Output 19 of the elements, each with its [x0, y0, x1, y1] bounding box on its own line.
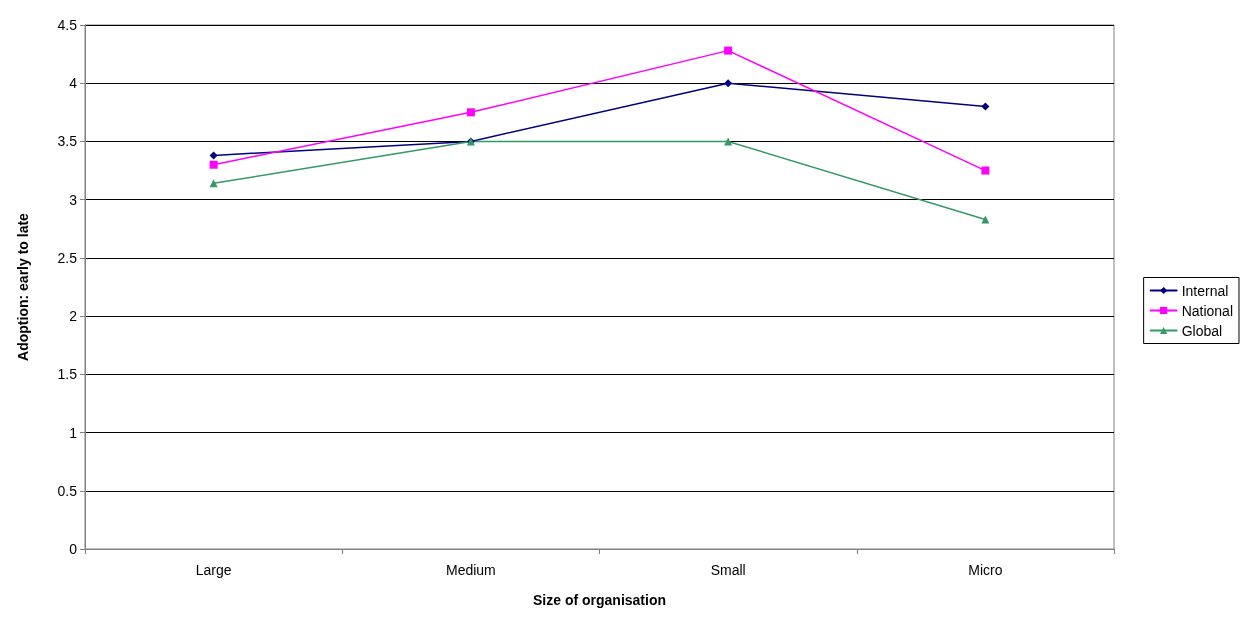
y-tick-label: 4.5 [57, 17, 78, 33]
y-tick-label: 0.5 [57, 482, 78, 499]
y-axis-title: Adoption: early to late [15, 212, 31, 361]
y-tick-label: 1 [69, 424, 78, 441]
x-tick-label: Small [710, 562, 746, 578]
y-tick-label: 4 [69, 75, 78, 92]
y-tick-label: 3 [69, 191, 78, 208]
x-tick-label: Large [195, 562, 232, 578]
x-axis-title: Size of organisation [532, 592, 667, 608]
y-tick-label: 2.5 [57, 249, 78, 266]
y-tick-label: 0 [69, 541, 78, 557]
y-tick-label: 1.5 [57, 366, 78, 383]
legend-label: Internal [1181, 282, 1229, 299]
legend-label: Global [1181, 322, 1223, 339]
x-tick-label: Micro [968, 562, 1003, 578]
legend-label: National [1181, 302, 1234, 319]
y-tick-label: 3.5 [57, 133, 78, 150]
x-tick-label: Medium [445, 562, 496, 578]
y-tick-label: 2 [69, 308, 78, 325]
